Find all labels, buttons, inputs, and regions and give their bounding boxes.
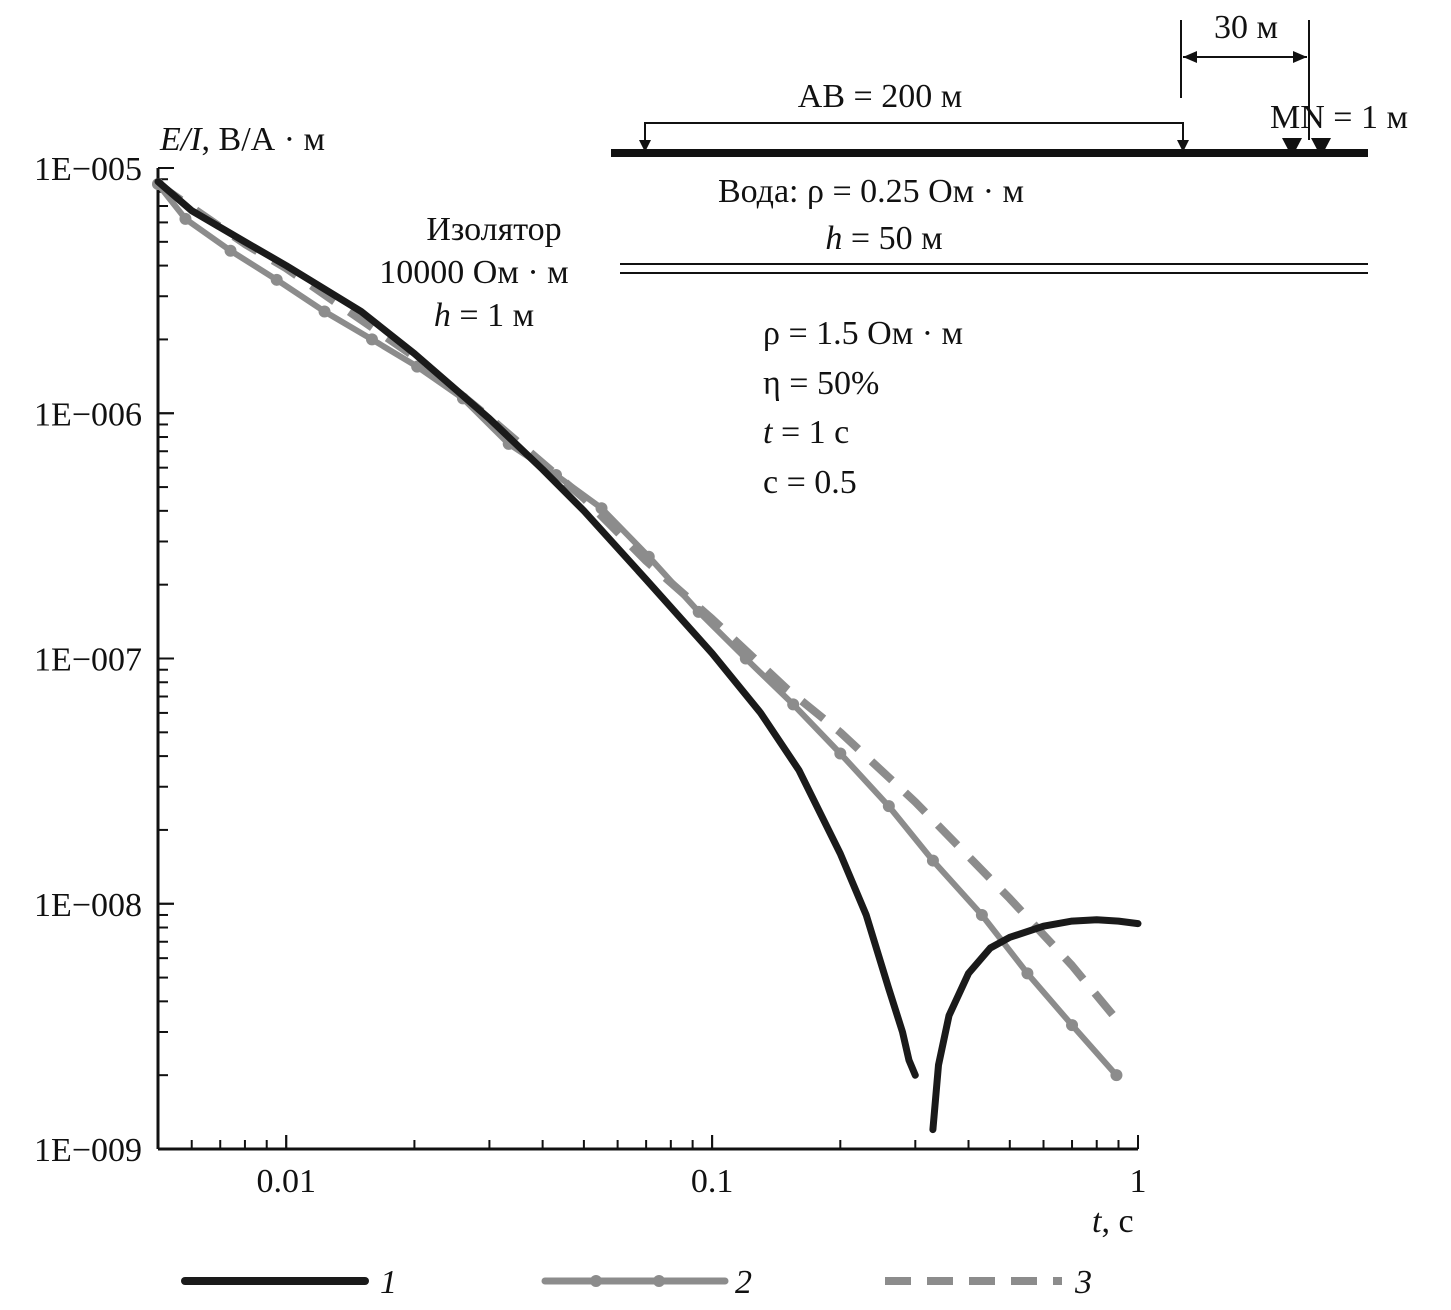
y-tick-labels: 1E−005 1E−006 1E−007 1E−008 1E−009 xyxy=(34,151,142,1169)
insulator-label: Изолятор xyxy=(426,211,561,248)
insulator-rho-label: 10000 Ом · м xyxy=(379,254,568,291)
series-2-marker xyxy=(1021,967,1034,980)
b-arrow-icon xyxy=(1177,140,1189,152)
series-2-marker xyxy=(365,333,378,346)
x-tick-labels: 0.01 0.1 1 xyxy=(256,1163,1146,1200)
legend: 1 2 3 xyxy=(181,1264,1092,1301)
series-1-line xyxy=(929,916,1142,1134)
series-2-marker xyxy=(411,360,424,373)
c-label: с = 0.5 xyxy=(763,464,857,501)
series-2-marker xyxy=(595,502,608,515)
series-2-line xyxy=(155,181,1120,1079)
series-2-marker xyxy=(882,800,895,813)
series-1-line xyxy=(154,178,919,1079)
dim-30-label: 30 м xyxy=(1214,9,1278,46)
series-2-marker xyxy=(179,212,192,225)
series-2-marker xyxy=(318,305,331,318)
electrode-diagram: 30 м AB = 200 м MN = 1 м Вода: ρ = 0.25 … xyxy=(379,9,1408,501)
x-tick-label: 0.1 xyxy=(691,1163,734,1200)
series-2-marker xyxy=(224,244,237,257)
dim-left-arrowhead-icon xyxy=(1183,51,1197,63)
series-2-marker xyxy=(270,273,283,286)
series-2-marker xyxy=(692,605,705,618)
series-2-marker xyxy=(834,747,847,760)
a-arrow-icon xyxy=(639,140,651,152)
eta-label: η = 50% xyxy=(763,365,879,402)
y-tick-label: 1E−007 xyxy=(34,642,142,679)
y-minor-ticks xyxy=(158,167,174,1150)
mn-label: MN = 1 м xyxy=(1270,99,1408,136)
time-label: t = 1 с xyxy=(763,414,849,451)
series-2-marker xyxy=(787,698,800,711)
ab-bracket xyxy=(644,122,1184,142)
y-tick-label: 1E−005 xyxy=(34,151,142,188)
series-2-marker xyxy=(975,908,988,921)
x-minor-ticks xyxy=(157,1135,1139,1149)
legend-label-3: 3 xyxy=(1074,1264,1092,1301)
ab-label: AB = 200 м xyxy=(798,78,962,115)
legend-marker-2a xyxy=(590,1275,602,1287)
legend-marker-2b xyxy=(653,1275,665,1287)
series-2-marker xyxy=(926,854,939,867)
y-axis-title: E/I, В/А · м xyxy=(159,121,325,158)
x-tick-label: 0.01 xyxy=(256,1163,316,1200)
n-electrode-icon xyxy=(1311,138,1331,157)
y-tick-label: 1E−006 xyxy=(34,396,142,433)
series-3-line xyxy=(155,180,1122,1025)
water-label: Вода: ρ = 0.25 Ом · м xyxy=(718,173,1024,210)
x-axis-title: t, с xyxy=(1092,1203,1134,1240)
series-2-marker xyxy=(739,652,752,665)
series-2-marker xyxy=(1110,1069,1123,1082)
water-thickness-label: h = 50 м xyxy=(825,220,942,257)
insulator-thickness-label: h = 1 м xyxy=(434,297,534,334)
series-layer xyxy=(152,178,1142,1134)
series-2-marker xyxy=(642,550,655,563)
x-tick-label: 1 xyxy=(1130,1163,1147,1200)
dim-right-arrowhead-icon xyxy=(1293,51,1307,63)
rho-label: ρ = 1.5 Ом · м xyxy=(763,315,963,352)
series-2-marker xyxy=(1066,1019,1079,1032)
y-tick-label: 1E−008 xyxy=(34,887,142,924)
y-tick-label: 1E−009 xyxy=(34,1132,142,1169)
legend-label-1: 1 xyxy=(380,1264,397,1301)
m-electrode-icon xyxy=(1282,138,1302,157)
legend-label-2: 2 xyxy=(735,1264,752,1301)
